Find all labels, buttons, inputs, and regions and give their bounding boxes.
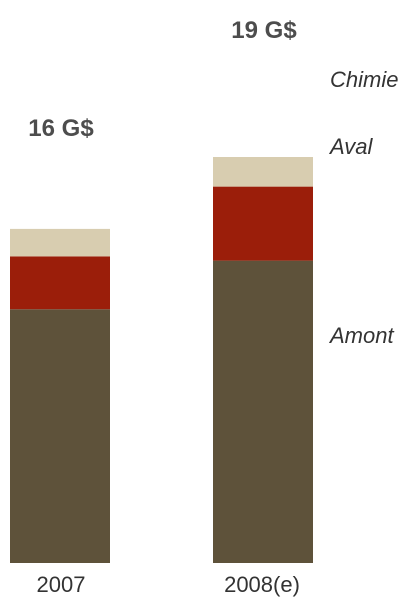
bar-segment-aval-2007: [10, 256, 110, 310]
category-label-2008e: 2008(e): [224, 572, 300, 597]
bar-group: [10, 157, 313, 563]
legend-label-amont: Amont: [328, 323, 394, 348]
bar-segment-chimie-2007: [10, 228, 110, 257]
legend-label-aval: Aval: [328, 134, 374, 159]
legend-label-chimie: Chimie: [330, 67, 398, 92]
bar-segment-amont-2008-e: [213, 260, 313, 563]
total-label-2008e: 19 G$: [231, 17, 297, 44]
category-label-2007: 2007: [37, 572, 86, 597]
total-label-2007: 16 G$: [28, 115, 94, 142]
bar-segment-aval-2008-e: [213, 186, 313, 261]
bar-segment-amont-2007: [10, 309, 110, 563]
bar-segment-chimie-2008-e: [213, 157, 313, 187]
